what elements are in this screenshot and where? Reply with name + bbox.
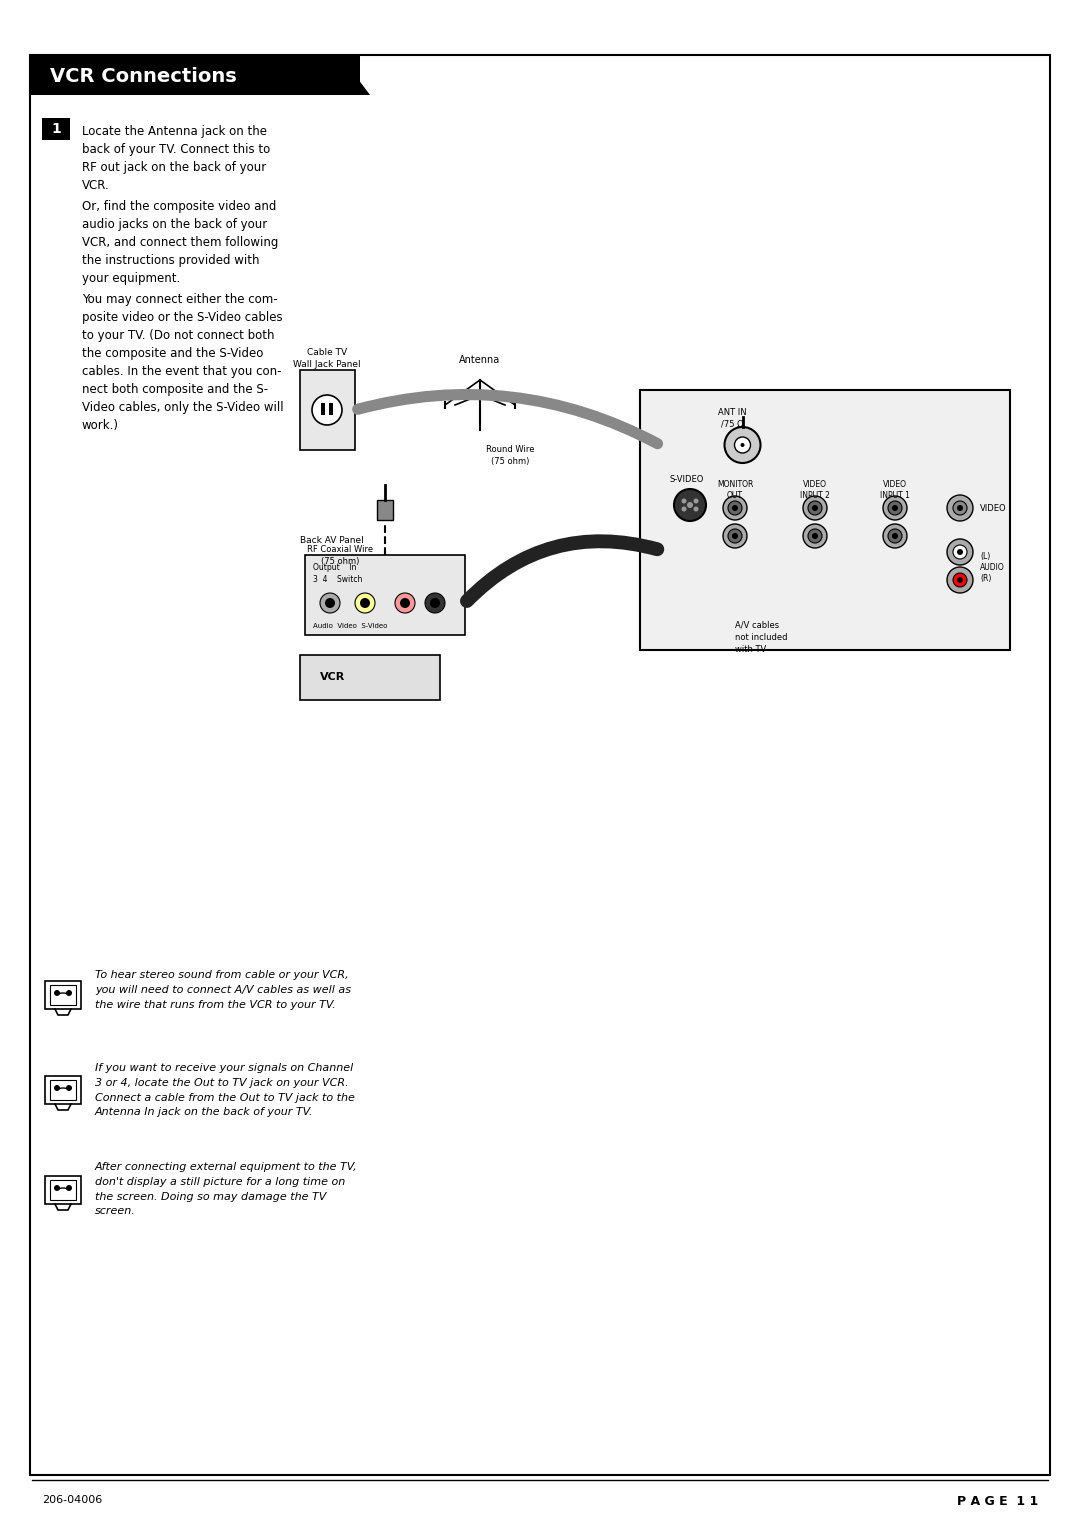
Circle shape: [395, 593, 415, 613]
Text: 206-04006: 206-04006: [42, 1494, 103, 1505]
Text: Back AV Panel: Back AV Panel: [300, 536, 364, 545]
Text: (L)
AUDIO
(R): (L) AUDIO (R): [980, 552, 1004, 584]
Circle shape: [812, 504, 818, 510]
Circle shape: [693, 506, 699, 512]
Circle shape: [947, 567, 973, 593]
Circle shape: [953, 545, 967, 559]
Circle shape: [426, 593, 445, 613]
Text: Locate the Antenna jack on the
back of your TV. Connect this to
RF out jack on t: Locate the Antenna jack on the back of y…: [82, 125, 270, 193]
Circle shape: [723, 524, 747, 549]
Bar: [45, 1076, 81, 1105]
Circle shape: [360, 597, 370, 608]
Circle shape: [674, 489, 706, 521]
Text: Or, find the composite video and
audio jacks on the back of your
VCR, and connec: Or, find the composite video and audio j…: [82, 200, 279, 286]
Circle shape: [54, 990, 60, 996]
Text: VIDEO: VIDEO: [980, 504, 1007, 512]
Text: Antenna: Antenna: [459, 354, 501, 365]
Bar: [50, 1180, 76, 1199]
Circle shape: [883, 524, 907, 549]
Circle shape: [693, 498, 699, 504]
Circle shape: [957, 504, 963, 510]
Circle shape: [808, 501, 822, 515]
Circle shape: [681, 498, 687, 504]
Bar: [640, 390, 1010, 649]
Bar: [45, 981, 81, 1008]
Circle shape: [892, 504, 897, 510]
Bar: [377, 500, 393, 520]
Circle shape: [732, 504, 738, 510]
Circle shape: [732, 533, 738, 539]
Text: VCR Connections: VCR Connections: [50, 67, 237, 86]
Text: P A G E  1 1: P A G E 1 1: [957, 1494, 1038, 1508]
Circle shape: [957, 549, 963, 555]
Circle shape: [355, 593, 375, 613]
Circle shape: [54, 1186, 60, 1190]
Circle shape: [808, 529, 822, 542]
Circle shape: [812, 533, 818, 539]
Text: S-VIDEO: S-VIDEO: [670, 475, 704, 484]
Text: After connecting external equipment to the TV,
don't display a still picture for: After connecting external equipment to t…: [95, 1161, 357, 1216]
Text: If you want to receive your signals on Channel
3 or 4, locate the Out to TV jack: If you want to receive your signals on C…: [95, 1063, 355, 1117]
Circle shape: [430, 597, 440, 608]
Text: Cable TV
Wall Jack Panel: Cable TV Wall Jack Panel: [293, 348, 361, 368]
Circle shape: [883, 497, 907, 520]
Circle shape: [687, 503, 693, 507]
Text: VIDEO
INPUT 1: VIDEO INPUT 1: [880, 480, 910, 500]
FancyBboxPatch shape: [30, 55, 360, 95]
Text: Round Wire
(75 ohm): Round Wire (75 ohm): [486, 445, 535, 466]
Circle shape: [734, 437, 751, 452]
Bar: [50, 986, 76, 1005]
Bar: [329, 403, 333, 416]
Bar: [45, 1177, 81, 1204]
Circle shape: [953, 573, 967, 587]
Circle shape: [957, 578, 963, 584]
Text: VIDEO
INPUT 2: VIDEO INPUT 2: [800, 480, 829, 500]
Text: 1: 1: [51, 122, 60, 136]
Circle shape: [66, 990, 72, 996]
Circle shape: [54, 1085, 60, 1091]
Bar: [305, 555, 465, 636]
Circle shape: [723, 497, 747, 520]
Text: Output    In: Output In: [313, 562, 356, 571]
Bar: [300, 370, 355, 451]
Circle shape: [888, 529, 902, 542]
Text: RF Coaxial Wire
(75 ohm): RF Coaxial Wire (75 ohm): [307, 545, 373, 565]
Circle shape: [947, 539, 973, 565]
Circle shape: [804, 497, 827, 520]
Text: MONITOR
OUT: MONITOR OUT: [717, 480, 753, 500]
Circle shape: [741, 443, 744, 448]
Circle shape: [804, 524, 827, 549]
Text: ANT IN
/75 Ω: ANT IN /75 Ω: [718, 408, 746, 428]
Circle shape: [728, 501, 742, 515]
Bar: [300, 656, 440, 700]
Polygon shape: [30, 55, 370, 95]
Circle shape: [725, 426, 760, 463]
Circle shape: [888, 501, 902, 515]
Bar: [321, 403, 325, 416]
Text: Audio  Video  S-Video: Audio Video S-Video: [313, 623, 388, 630]
Circle shape: [320, 593, 340, 613]
Circle shape: [400, 597, 410, 608]
Bar: [42, 118, 70, 141]
Text: 3  4    Switch: 3 4 Switch: [313, 575, 363, 584]
Circle shape: [66, 1085, 72, 1091]
Circle shape: [325, 597, 335, 608]
Text: To hear stereo sound from cable or your VCR,
you will need to connect A/V cables: To hear stereo sound from cable or your …: [95, 970, 351, 1010]
Circle shape: [947, 495, 973, 521]
Circle shape: [953, 501, 967, 515]
Text: A/V cables
not included
with TV: A/V cables not included with TV: [735, 620, 787, 654]
Text: You may connect either the com-
posite video or the S-Video cables
to your TV. (: You may connect either the com- posite v…: [82, 293, 284, 432]
Circle shape: [681, 506, 687, 512]
Circle shape: [66, 1186, 72, 1190]
Circle shape: [728, 529, 742, 542]
Text: VCR: VCR: [320, 672, 346, 681]
Bar: [50, 1080, 76, 1100]
Circle shape: [312, 396, 342, 425]
Circle shape: [892, 533, 897, 539]
